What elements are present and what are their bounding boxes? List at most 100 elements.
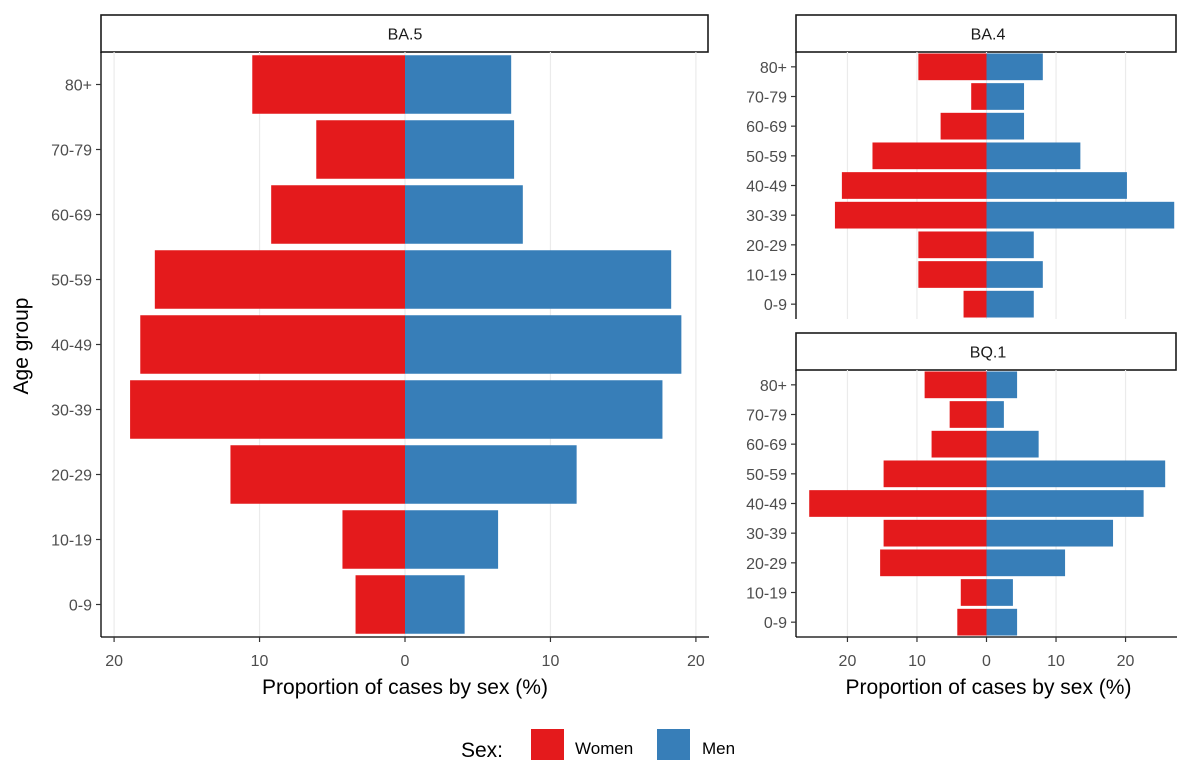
- bar-men: [986, 579, 1013, 606]
- bar-women: [960, 579, 987, 606]
- bar-men: [986, 401, 1004, 428]
- x-tick-label: 20: [687, 653, 705, 670]
- y-tick-label: 40-49: [746, 497, 787, 514]
- y-tick-label: 10-19: [746, 586, 787, 603]
- x-tick-label: 10: [1047, 653, 1065, 670]
- bar-men: [986, 142, 1081, 170]
- bar-men: [405, 185, 523, 244]
- bar-women: [252, 55, 405, 114]
- bar-men: [405, 120, 515, 179]
- bar-men: [405, 445, 577, 504]
- bar-men: [986, 371, 1018, 399]
- y-tick-label: 30-39: [746, 526, 787, 543]
- bar-men: [405, 55, 512, 114]
- bar-men: [405, 250, 672, 309]
- bar-men: [986, 460, 1166, 488]
- bar-women: [316, 120, 405, 179]
- panel-bq1: BQ.1 0-9 10-19 20-29 30-39 40-49 50-59 60-69 70-…: [746, 332, 1177, 699]
- panel-strip: [795, 332, 1177, 371]
- bar-women: [924, 371, 987, 399]
- x-tick-label: 10: [251, 653, 269, 670]
- bar-men: [986, 231, 1034, 259]
- bar-men: [986, 608, 1018, 636]
- bar-men: [405, 575, 465, 634]
- y-tick-label: 60-69: [746, 119, 787, 136]
- y-tick-label: 0-9: [764, 615, 787, 632]
- bar-men: [986, 172, 1127, 199]
- x-tick-label: 20: [105, 653, 123, 670]
- legend: Sex: Women Men: [461, 729, 735, 760]
- bar-men: [405, 315, 682, 374]
- y-tick-label: 50-59: [746, 149, 787, 166]
- y-tick-label: 40-49: [746, 179, 787, 196]
- bar-women: [834, 201, 987, 229]
- y-tick-label: 70-79: [746, 90, 787, 107]
- bar-women: [230, 445, 405, 504]
- bar-men: [986, 430, 1039, 458]
- bar-women: [872, 142, 987, 170]
- panel-title: BQ.1: [970, 345, 1007, 362]
- bar-men: [986, 490, 1144, 517]
- bar-women: [918, 261, 987, 288]
- y-tick-label: 30-39: [51, 403, 92, 420]
- bar-men: [405, 510, 499, 569]
- y-tick-label: 60-69: [51, 208, 92, 225]
- bar-men: [405, 380, 663, 439]
- bar-men: [986, 290, 1034, 318]
- bar-women: [949, 401, 987, 428]
- bar-women: [931, 430, 987, 458]
- y-tick-label: 50-59: [51, 273, 92, 290]
- bar-women: [940, 112, 987, 140]
- x-tick-label: 10: [542, 653, 560, 670]
- bar-women: [841, 172, 987, 199]
- bar-women: [918, 231, 987, 259]
- panel-title: BA.5: [388, 27, 423, 44]
- y-tick-label: 10-19: [746, 268, 787, 285]
- y-tick-label: 30-39: [746, 208, 787, 225]
- bar-women: [883, 460, 987, 488]
- bar-women: [140, 315, 406, 374]
- panel-ba4: BA.4 0-9 10-19 20-29 30-39 40-49 50-59 60-69 70-…: [746, 14, 1177, 319]
- bar-men: [986, 83, 1025, 110]
- panel-strip: [795, 14, 1177, 53]
- bar-women: [342, 510, 405, 569]
- bar-women: [880, 549, 987, 577]
- legend-title: Sex:: [461, 739, 503, 760]
- bar-men: [986, 201, 1175, 229]
- panel-strip: [100, 14, 709, 53]
- bar-women: [963, 290, 987, 318]
- y-tick-label: 60-69: [746, 437, 787, 454]
- y-tick-label: 20-29: [51, 468, 92, 485]
- bar-women: [271, 185, 405, 244]
- y-tick-label: 80+: [760, 378, 787, 395]
- panel-ba5: BA.5 0-9 10-19 20-29 30-39 40-49 50-59 60-69 70-…: [51, 14, 709, 699]
- bar-women: [971, 83, 987, 110]
- y-tick-label: 50-59: [746, 467, 787, 484]
- y-tick-label: 0-9: [764, 297, 787, 314]
- panel-title: BA.4: [971, 27, 1006, 44]
- bar-women: [809, 490, 987, 517]
- x-axis-title: Proportion of cases by sex (%): [262, 676, 548, 699]
- y-tick-label: 80+: [760, 60, 787, 77]
- bar-women: [957, 608, 987, 636]
- x-tick-label: 0: [982, 653, 991, 670]
- legend-swatch-men: [657, 729, 690, 760]
- y-tick-label: 70-79: [51, 143, 92, 160]
- y-tick-label: 70-79: [746, 408, 787, 425]
- y-tick-label: 10-19: [51, 533, 92, 550]
- y-tick-label: 20-29: [746, 238, 787, 255]
- x-axis-title: Proportion of cases by sex (%): [846, 676, 1132, 699]
- y-tick-label: 40-49: [51, 338, 92, 355]
- bar-women: [154, 250, 405, 309]
- bar-men: [986, 261, 1043, 288]
- chart-panels: BA.5 0-9 10-19 20-29 30-39 40-49 50-59 60-69 70-…: [51, 14, 1177, 699]
- bar-women: [130, 380, 405, 439]
- bar-men: [986, 549, 1066, 577]
- bar-women: [918, 53, 987, 81]
- x-tick-label: 20: [839, 653, 857, 670]
- x-tick-label: 20: [1117, 653, 1135, 670]
- y-tick-label: 20-29: [746, 556, 787, 573]
- y-axis-title: Age group: [10, 298, 33, 395]
- bar-men: [986, 112, 1025, 140]
